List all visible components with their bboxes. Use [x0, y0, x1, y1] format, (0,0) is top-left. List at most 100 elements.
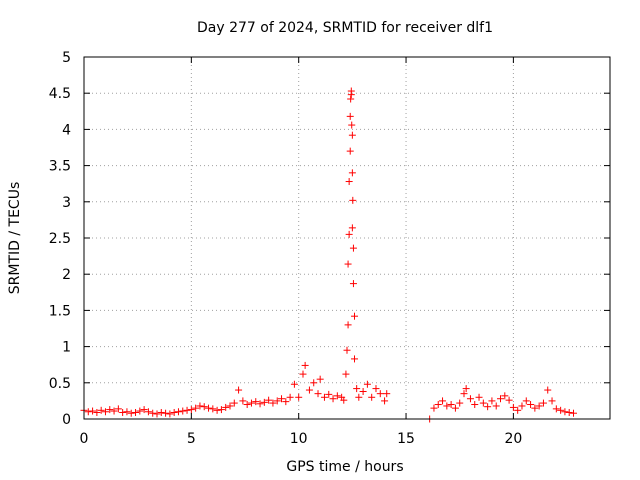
data-point	[359, 387, 367, 395]
plot-frame	[83, 56, 611, 420]
data-point	[333, 392, 341, 400]
data-point	[346, 112, 354, 120]
data-point	[344, 321, 352, 329]
data-point	[153, 410, 161, 418]
data-point	[522, 397, 530, 405]
x-tick-label: 15	[397, 431, 415, 447]
data-point	[310, 379, 318, 387]
y-tick-label: 3.5	[49, 159, 71, 175]
y-tick-label: 4.5	[49, 86, 71, 102]
data-point	[329, 395, 337, 403]
data-point	[114, 405, 122, 413]
data-point	[347, 91, 355, 99]
data-point	[462, 385, 470, 393]
y-tick-label: 1.5	[49, 303, 71, 319]
axis-ticks: 0 0.5 1 1.5 2 2.5 3 3.5 4 4.5 5 0 5 10 15 20	[49, 50, 610, 447]
data-point	[305, 386, 313, 394]
data-point	[170, 408, 178, 416]
data-point	[295, 393, 303, 401]
data-point	[252, 398, 260, 406]
data-point	[447, 401, 455, 409]
data-point	[343, 346, 351, 354]
data-point	[243, 401, 251, 409]
y-tick-label: 3	[62, 195, 71, 211]
data-points	[80, 87, 578, 423]
data-point	[539, 399, 547, 407]
data-point	[488, 397, 496, 405]
data-point	[460, 390, 468, 398]
data-point	[136, 407, 144, 415]
data-point	[222, 403, 230, 411]
data-point	[301, 361, 309, 369]
data-point	[518, 402, 526, 410]
x-tick-label: 0	[80, 431, 89, 447]
data-point	[535, 402, 543, 410]
chart-title: Day 277 of 2024, SRMTID for receiver dlf…	[197, 20, 493, 36]
grid-lines	[84, 57, 610, 419]
y-axis-label: SRMTID / TECUs	[7, 182, 23, 295]
data-point	[505, 396, 513, 404]
data-point	[434, 401, 442, 409]
data-point	[372, 385, 380, 393]
data-point	[299, 370, 307, 378]
data-point	[561, 408, 569, 416]
data-point	[353, 385, 361, 393]
y-tick-label: 0.5	[49, 376, 71, 392]
data-point	[544, 386, 552, 394]
data-point	[119, 408, 127, 416]
data-point	[314, 390, 322, 398]
data-point	[230, 399, 238, 407]
data-point	[93, 408, 101, 416]
y-tick-label: 2.5	[49, 231, 71, 247]
data-point	[200, 403, 208, 411]
data-point	[265, 396, 273, 404]
data-point	[140, 406, 148, 414]
x-tick-label: 5	[187, 431, 196, 447]
data-point	[349, 244, 357, 252]
data-point	[484, 403, 492, 411]
data-point	[348, 224, 356, 232]
data-point	[383, 390, 391, 398]
data-point	[260, 398, 268, 406]
data-point	[217, 406, 225, 414]
data-point	[101, 408, 109, 416]
data-point	[187, 406, 195, 414]
data-point	[443, 402, 451, 410]
data-point	[368, 393, 376, 401]
data-point	[479, 399, 487, 407]
data-point	[239, 397, 247, 405]
x-axis-label: GPS time / hours	[286, 459, 403, 475]
data-point	[348, 121, 356, 129]
data-point	[514, 406, 522, 414]
data-point	[282, 398, 290, 406]
data-point	[209, 405, 217, 413]
data-point	[570, 409, 578, 417]
data-point	[565, 408, 573, 416]
data-point	[363, 380, 371, 388]
data-point	[192, 404, 200, 412]
data-point	[497, 395, 505, 403]
data-point	[557, 406, 565, 414]
data-point	[273, 397, 281, 405]
y-tick-label: 1	[62, 340, 71, 356]
data-point	[162, 409, 170, 417]
data-point	[110, 407, 118, 415]
data-point	[430, 404, 438, 412]
data-point	[286, 393, 294, 401]
data-point	[89, 407, 97, 415]
data-point	[179, 407, 187, 415]
data-point	[531, 404, 539, 412]
data-point	[290, 380, 298, 388]
data-point	[351, 355, 359, 363]
data-point	[355, 393, 363, 401]
data-point	[196, 402, 204, 410]
data-point	[471, 401, 479, 409]
data-point	[349, 280, 357, 288]
data-point	[527, 401, 535, 409]
data-point	[346, 147, 354, 155]
data-point	[456, 399, 464, 407]
data-point	[342, 370, 350, 378]
data-point	[320, 393, 328, 401]
x-tick-label: 10	[290, 431, 308, 447]
